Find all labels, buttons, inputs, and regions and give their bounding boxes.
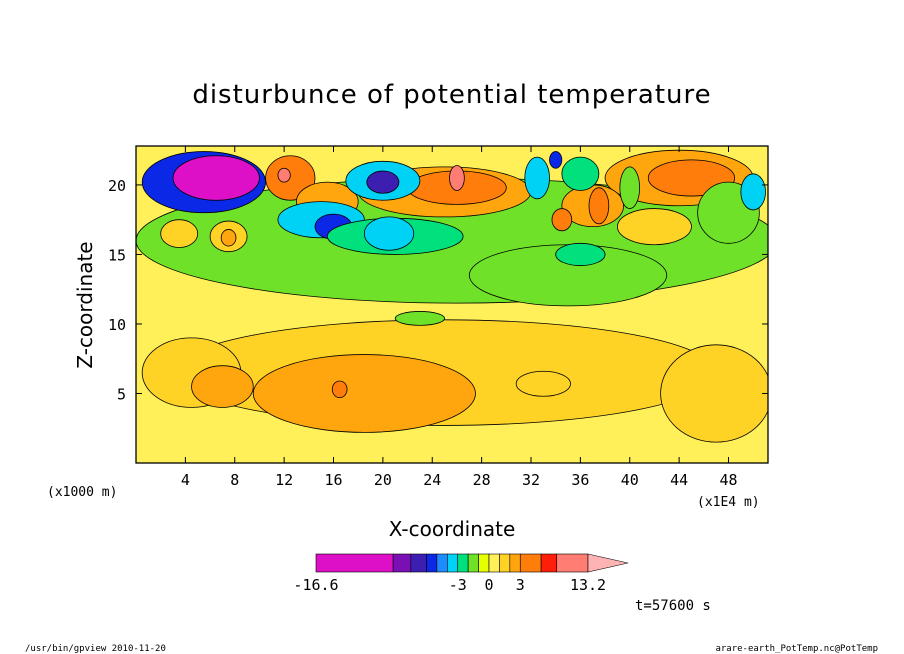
colorbar-tick-label: 0 [484, 576, 493, 594]
contour-region [394, 311, 445, 326]
colorbar-tick-label: 3 [516, 576, 525, 594]
contour-region [549, 151, 563, 169]
contour-region [588, 187, 610, 225]
contour-region [265, 155, 316, 201]
x-tick-label: 32 [522, 471, 540, 489]
x-tick-label: 12 [275, 471, 293, 489]
colorbar-segment [540, 553, 558, 573]
colorbar-segment [315, 553, 394, 573]
colorbar-segment [447, 553, 459, 573]
colorbar-segment [556, 553, 589, 573]
colorbar-min-label: -16.6 [293, 576, 338, 594]
contour-region [449, 165, 465, 191]
x-unit-right: (x1E4 m) [697, 495, 760, 510]
colorbar-segment [499, 553, 511, 573]
contour-region [619, 166, 641, 209]
colorbar-segment [509, 553, 521, 573]
colorbar-segment [467, 553, 479, 573]
x-tick-label: 44 [670, 471, 688, 489]
y-axis-label: Z-coordinate [73, 241, 97, 368]
colorbar-segment [436, 553, 448, 573]
contour-region [524, 156, 550, 200]
x-tick-label: 24 [423, 471, 441, 489]
contour-region [331, 380, 348, 399]
colorbar-segment [410, 553, 427, 573]
contour-region [363, 216, 415, 251]
contour-region [366, 170, 400, 194]
x-unit-left: (x1000 m) [47, 485, 117, 500]
x-tick-label: 20 [374, 471, 392, 489]
time-annotation: t=57600 s [635, 598, 711, 614]
x-tick-label: 16 [324, 471, 342, 489]
contour-region [277, 167, 291, 183]
contour-region [555, 242, 606, 266]
colorbar-segment [392, 553, 412, 573]
y-tick-label: 20 [108, 177, 126, 195]
x-axis-label: X-coordinate [389, 517, 516, 541]
colorbar-segment [519, 553, 542, 573]
x-tick-label: 4 [181, 471, 190, 489]
colorbar-tick-label: -3 [449, 576, 467, 594]
footer-left: /usr/bin/gpview 2010-11-20 [25, 644, 166, 654]
contour-region [191, 365, 254, 408]
y-tick-label: 15 [108, 246, 126, 264]
y-tick-label: 5 [117, 385, 126, 403]
chart-title: disturbunce of potential temperature [192, 80, 711, 110]
colorbar-segment [478, 553, 490, 573]
contour-region [515, 370, 571, 397]
contour-region [252, 354, 476, 433]
contour-region [172, 155, 260, 201]
x-tick-label: 28 [473, 471, 491, 489]
colorbar-segment [426, 553, 438, 573]
colorbar-max-label: 13.2 [570, 576, 606, 594]
colorbar-segment [488, 553, 500, 573]
colorbar-arrow [587, 553, 629, 573]
colorbar: -16.6 13.2 -3 0 3 [293, 553, 629, 594]
contour-region [660, 344, 768, 443]
contour-region [220, 229, 237, 247]
plot-frame [135, 145, 769, 464]
contour-region [551, 208, 573, 232]
x-tick-label: 8 [230, 471, 239, 489]
x-tick-label: 36 [571, 471, 589, 489]
footer-right: arare-earth_PotTemp.nc@PotTemp [715, 644, 878, 654]
contour-region [740, 173, 766, 211]
contour-region [160, 219, 199, 248]
x-tick-label: 48 [719, 471, 737, 489]
contour-region [561, 156, 600, 191]
y-tick-label: 10 [108, 316, 126, 334]
colorbar-segment [457, 553, 469, 573]
x-tick-label: 40 [621, 471, 639, 489]
contour-region [617, 208, 692, 246]
